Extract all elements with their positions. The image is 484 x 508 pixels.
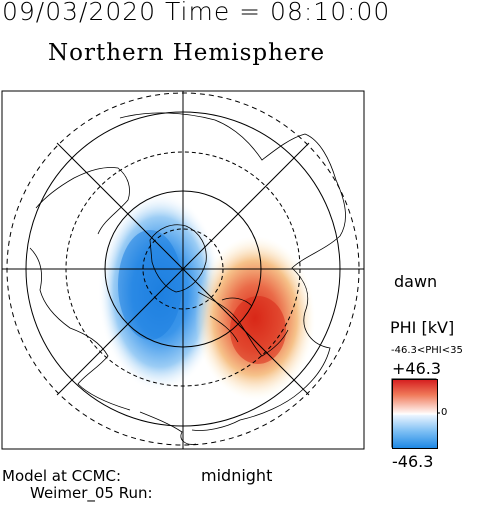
colorbar-min-label: -46.3 <box>392 452 434 471</box>
model-label: Model at CCMC: <box>2 467 122 485</box>
colorbar-title: PHI [kV] <box>390 318 455 337</box>
coastline-eurasia-west <box>29 167 131 411</box>
colorbar-max-label: +46.3 <box>392 359 442 378</box>
hemisphere-title: Northern Hemisphere <box>48 40 326 66</box>
potential-field <box>98 192 315 400</box>
coastline-arctic-islands <box>197 291 289 357</box>
colorbar-range: -46.3<PHI<35 <box>391 345 463 356</box>
coastline-eurasia-south <box>139 411 197 445</box>
colorbar-zero-label: 0 <box>441 407 448 418</box>
datetime-title: 09/03/2020 Time = 08:10:00 <box>2 0 391 26</box>
coastlines <box>29 112 346 445</box>
positive-potential-core <box>230 296 286 364</box>
colorbar-gradient <box>392 379 438 449</box>
coastline-greenland <box>149 224 207 293</box>
run-label: Weimer_05 Run: <box>30 484 153 502</box>
negative-potential-core <box>118 230 182 340</box>
midnight-label: midnight <box>201 466 273 485</box>
dawn-label: dawn <box>394 272 438 291</box>
meridian-line <box>56 142 310 396</box>
coastline-north-america <box>119 112 346 431</box>
meridian-lines <box>2 91 364 449</box>
